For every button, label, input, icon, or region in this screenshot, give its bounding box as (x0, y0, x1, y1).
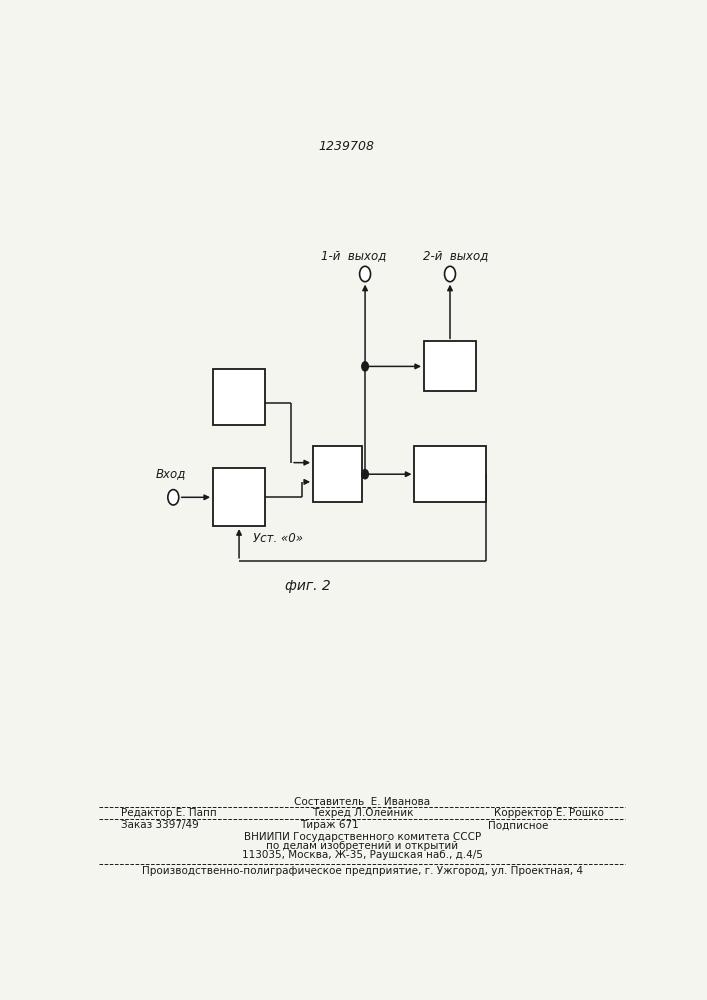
Text: 113035, Москва, Ж-35, Раушская наб., д.4/5: 113035, Москва, Ж-35, Раушская наб., д.4… (242, 850, 483, 860)
Text: Уст. «0»: Уст. «0» (253, 532, 303, 545)
Text: Заказ 3397/49: Заказ 3397/49 (122, 820, 199, 830)
Text: Вход: Вход (156, 467, 186, 480)
Text: 20: 20 (440, 467, 460, 482)
Text: Подписное: Подписное (489, 820, 549, 830)
Text: 17: 17 (229, 390, 249, 405)
Text: Редактор Е. Папп: Редактор Е. Папп (122, 808, 217, 818)
Text: фиг. 2: фиг. 2 (285, 579, 330, 593)
Text: 21: 21 (440, 359, 460, 374)
Bar (213, 369, 265, 425)
Text: 1239708: 1239708 (318, 140, 374, 153)
Text: 2-й  выход: 2-й выход (423, 249, 488, 262)
Bar (424, 341, 476, 391)
Circle shape (360, 266, 370, 282)
Bar (313, 446, 363, 502)
Text: 18: 18 (229, 490, 249, 505)
Bar (414, 446, 486, 502)
Text: Составитель  Е. Иванова: Составитель Е. Иванова (294, 797, 431, 807)
Text: Техред Л.Олейник: Техред Л.Олейник (312, 808, 413, 818)
Text: Производственно-полиграфическое предприятие, г. Ужгород, ул. Проектная, 4: Производственно-полиграфическое предприя… (142, 866, 583, 876)
Circle shape (445, 266, 455, 282)
Circle shape (362, 362, 368, 371)
Text: ВНИИПИ Государственного комитета СССР: ВНИИПИ Государственного комитета СССР (244, 832, 481, 842)
Text: по делам изобретений и открытий: по делам изобретений и открытий (267, 841, 458, 851)
Text: Тираж 671: Тираж 671 (300, 820, 359, 830)
Circle shape (362, 470, 368, 479)
Bar (213, 468, 265, 526)
Circle shape (168, 490, 179, 505)
Text: 1-й  выход: 1-й выход (322, 249, 387, 262)
Text: 19: 19 (328, 467, 347, 482)
Text: Корректор Е. Рошко: Корректор Е. Рошко (493, 808, 604, 818)
